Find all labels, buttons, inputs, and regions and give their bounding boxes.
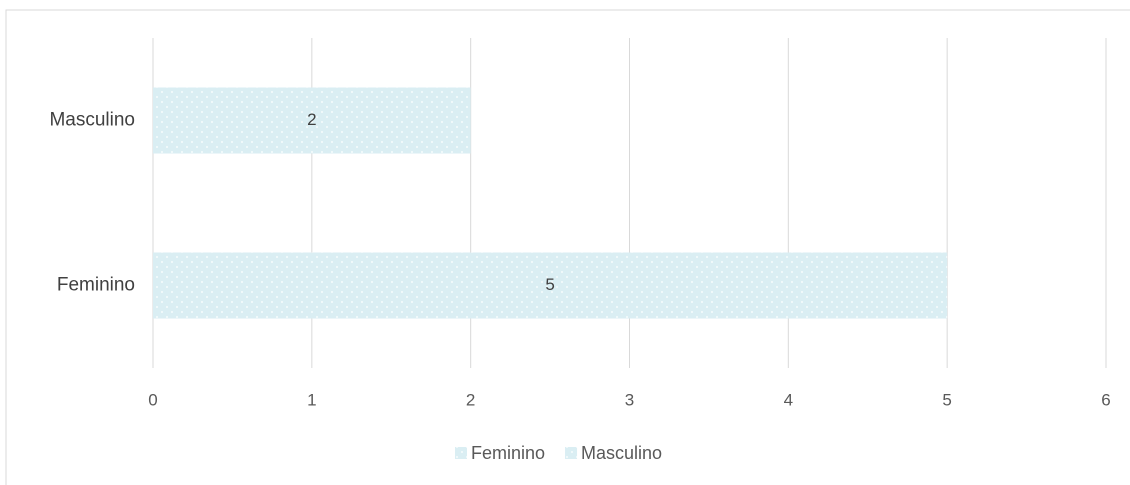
x-tick-label: 4 xyxy=(784,390,793,409)
legend-label: Masculino xyxy=(581,443,662,463)
y-tick-label: Masculino xyxy=(49,110,135,131)
bar xyxy=(153,252,948,319)
data-label: 2 xyxy=(307,110,316,129)
x-tick-label: 1 xyxy=(307,390,316,409)
x-tick-label: 6 xyxy=(1101,390,1110,409)
legend-swatch xyxy=(565,447,578,459)
legend-label: Feminino xyxy=(471,443,545,463)
data-label: 5 xyxy=(545,275,554,294)
x-tick-label: 0 xyxy=(148,390,157,409)
x-tick-label: 5 xyxy=(942,390,951,409)
bar xyxy=(153,87,471,154)
y-tick-label: Feminino xyxy=(57,275,135,296)
x-tick-label: 2 xyxy=(466,390,475,409)
legend-swatch xyxy=(455,447,467,459)
chart-border xyxy=(5,9,1130,485)
x-tick-label: 3 xyxy=(625,390,634,409)
